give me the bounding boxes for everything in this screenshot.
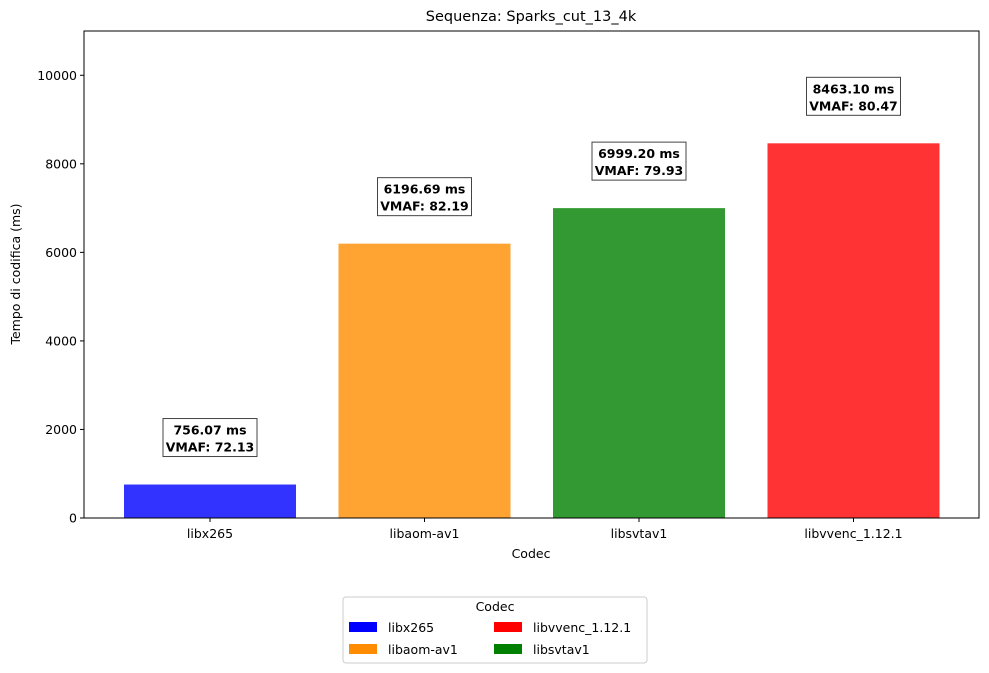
data-label: 756.07 ms VMAF: 72.13 xyxy=(162,418,258,458)
legend-swatch xyxy=(494,622,522,632)
y-tick-label: 4000 xyxy=(45,333,77,348)
legend-swatch xyxy=(494,644,522,654)
data-label-box xyxy=(377,177,472,217)
x-axis: libx265 libaom-av1 libsvtav1 libvvenc_1.12.… xyxy=(187,518,903,541)
legend-swatch xyxy=(349,644,377,654)
x-tick-label: libvvenc_1.12.1 xyxy=(804,526,902,541)
data-label-vmaf: VMAF: 79.93 xyxy=(595,163,684,178)
data-label-box xyxy=(162,418,258,458)
y-tick-label: 6000 xyxy=(45,245,77,260)
y-tick-label: 0 xyxy=(69,511,77,526)
x-tick-label: libaom-av1 xyxy=(390,526,460,541)
y-tick-label: 2000 xyxy=(45,422,77,437)
x-tick-label: libsvtav1 xyxy=(611,526,668,541)
bar-libaom-av1 xyxy=(338,243,511,518)
bars-group xyxy=(124,143,940,518)
legend-label: libaom-av1 xyxy=(388,642,458,657)
legend-swatch xyxy=(349,622,377,632)
y-tick-label: 8000 xyxy=(45,156,77,171)
legend: Codec libx265 libaom-av1 libvvenc_1.12.1li… xyxy=(342,596,648,664)
chart-title: Sequenza: Sparks_cut_13_4k xyxy=(426,9,637,25)
data-label-vmaf: VMAF: 82.19 xyxy=(380,199,469,214)
data-label: 6999.20 ms VMAF: 79.93 xyxy=(591,141,687,181)
data-labels-group: 756.07 ms VMAF: 72.13 6196.69 ms VMAF: 82.1… xyxy=(162,76,901,458)
data-label-vmaf: VMAF: 72.13 xyxy=(166,440,255,455)
x-tick-label: libx265 xyxy=(187,526,233,541)
y-axis-label: Tempo di codifica (ms) xyxy=(8,203,23,345)
data-label-time: 6196.69 ms xyxy=(384,182,466,197)
bar-libvvenc_1.12.1 xyxy=(767,143,940,518)
bar-libsvtav1 xyxy=(553,208,725,518)
data-label-vmaf: VMAF: 80.47 xyxy=(809,98,898,113)
plot-frame xyxy=(83,30,980,519)
x-axis-label: Codec xyxy=(512,546,551,561)
data-label-time: 6999.20 ms xyxy=(598,146,680,161)
data-label: 8463.10 ms VMAF: 80.47 xyxy=(806,76,901,116)
data-label-box xyxy=(591,141,687,181)
legend-label: libx265 xyxy=(388,620,434,635)
data-label-time: 756.07 ms xyxy=(173,423,246,438)
y-axis: 0 2000 4000 6000 8000 10000 xyxy=(37,68,84,526)
legend-title: Codec xyxy=(476,599,515,614)
legend-label: libvvenc_1.12.1 xyxy=(533,620,631,635)
data-label-time: 8463.10 ms xyxy=(813,81,895,96)
y-tick-label: 10000 xyxy=(37,68,77,83)
data-label: 6196.69 ms VMAF: 82.19 xyxy=(377,177,472,217)
bar-libx265 xyxy=(124,484,296,518)
data-label-box xyxy=(806,76,901,116)
legend-label: libsvtav1 xyxy=(533,642,590,657)
